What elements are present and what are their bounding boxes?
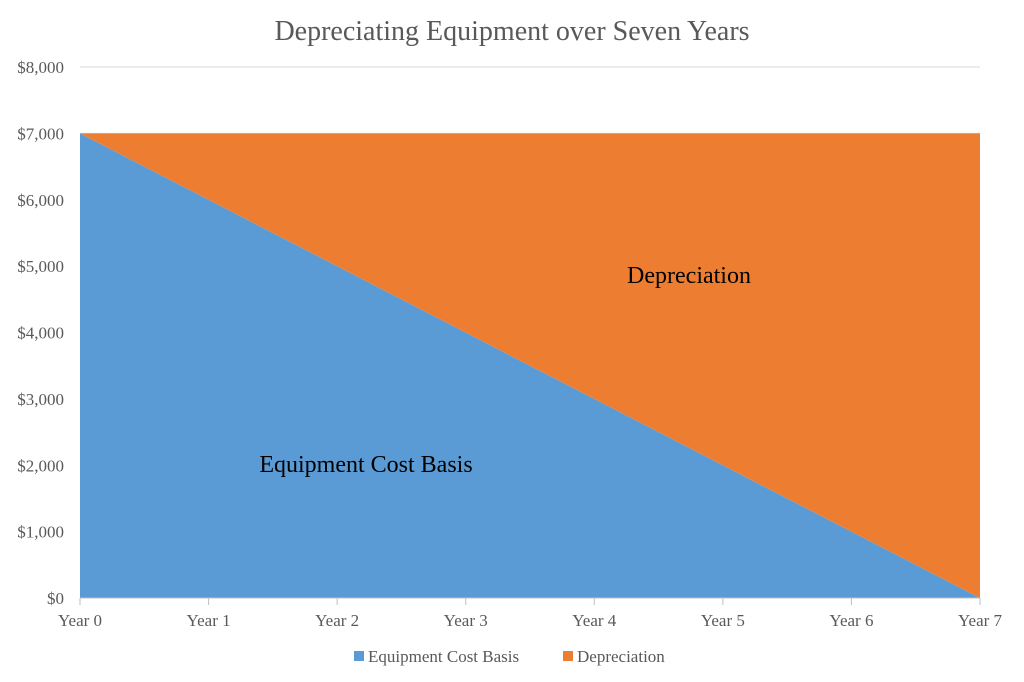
y-tick-label: $6,000 <box>17 191 64 210</box>
y-tick-label: $8,000 <box>17 58 64 77</box>
chart-title: Depreciating Equipment over Seven Years <box>274 16 749 47</box>
x-tick-label: Year 6 <box>829 611 873 630</box>
y-tick-label: $1,000 <box>17 523 64 542</box>
x-tick-label: Year 7 <box>958 611 1003 630</box>
legend-swatch <box>563 651 573 661</box>
y-tick-label: $7,000 <box>17 124 64 143</box>
annotation-depreciation: Depreciation <box>627 263 751 289</box>
legend-label: Depreciation <box>577 647 665 666</box>
legend-label: Equipment Cost Basis <box>368 647 519 666</box>
y-tick-label: $2,000 <box>17 456 64 475</box>
legend: Equipment Cost Basis Depreciation <box>354 647 665 666</box>
x-tick-label: Year 4 <box>572 611 617 630</box>
legend-swatch <box>354 651 364 661</box>
y-tick-label: $0 <box>47 589 64 608</box>
y-tick-label: $4,000 <box>17 324 64 343</box>
plot-areas <box>80 133 980 598</box>
y-tick-label: $3,000 <box>17 390 64 409</box>
area-depreciation <box>80 133 980 598</box>
x-tick-label: Year 5 <box>701 611 745 630</box>
x-tick-label: Year 1 <box>187 611 231 630</box>
x-tick-label: Year 0 <box>58 611 102 630</box>
annotation-equipment-cost-basis: Equipment Cost Basis <box>259 452 472 478</box>
x-tick-label: Year 2 <box>315 611 359 630</box>
axes: $0 $1,000 $2,000 $3,000 $4,000 $5,000 $6,000 $7… <box>17 58 1002 630</box>
x-tick-label: Year 3 <box>444 611 488 630</box>
y-tick-label: $5,000 <box>17 257 64 276</box>
